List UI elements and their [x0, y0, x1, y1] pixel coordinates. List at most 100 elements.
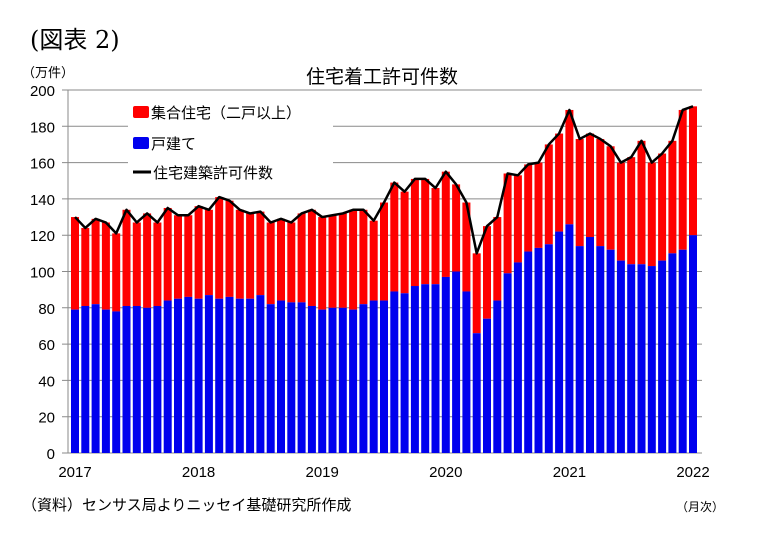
y-tick-label: 120 [30, 228, 55, 245]
bar-single-family [235, 298, 244, 453]
legend-label-multi-family: 集合住宅（二戸以上） [151, 104, 301, 122]
bar-single-family [616, 260, 625, 453]
bar-single-family [503, 273, 512, 453]
bar-multi-family [534, 162, 543, 248]
bar-single-family [297, 302, 306, 453]
bar-multi-family [338, 213, 347, 308]
y-tick-label: 40 [38, 373, 55, 390]
bar-multi-family [513, 175, 522, 263]
bar-multi-family [400, 191, 409, 294]
bar-multi-family [174, 215, 182, 299]
bar-multi-family [586, 133, 594, 238]
bar-single-family [287, 302, 296, 453]
bar-single-family [122, 305, 131, 453]
bar-multi-family [266, 222, 275, 305]
bar-multi-family [215, 197, 224, 299]
y-tick-label: 100 [30, 265, 55, 282]
bar-multi-family [184, 215, 193, 297]
chart-title: 住宅着工許可件数 [305, 66, 458, 88]
bar-multi-family [689, 106, 697, 236]
x-tick-label: 2020 [429, 464, 462, 481]
bar-multi-family [204, 209, 213, 296]
bar-single-family [534, 247, 543, 453]
bar-single-family [637, 264, 646, 453]
bar-single-family [689, 235, 697, 453]
bar-multi-family [596, 139, 605, 247]
bar-single-family [586, 237, 594, 453]
bar-single-family [163, 300, 172, 453]
bar-multi-family [256, 211, 265, 296]
bar-single-family [627, 264, 636, 453]
y-tick-label: 60 [38, 337, 55, 354]
bar-single-family [452, 271, 461, 453]
bar-single-family [421, 284, 430, 453]
bar-single-family [338, 307, 347, 453]
line-total-permits [74, 105, 694, 255]
bar-single-family [101, 309, 110, 453]
bar-single-family [410, 286, 419, 453]
bar-single-family [349, 309, 358, 453]
y-tick-label: 20 [38, 410, 55, 427]
bar-multi-family [441, 171, 450, 277]
bar-single-family [493, 300, 502, 453]
bar-multi-family [91, 218, 100, 305]
bar-multi-family [328, 215, 337, 308]
bar-single-family [318, 309, 327, 453]
bar-multi-family [431, 188, 440, 285]
bar-single-family [647, 266, 656, 453]
bar-multi-family [565, 109, 574, 225]
y-tick-label: 160 [30, 156, 55, 173]
bar-multi-family [318, 217, 327, 310]
bar-single-family [91, 304, 100, 453]
figure-label: (図表 2) [30, 26, 120, 54]
bar-multi-family [287, 222, 296, 303]
bar-single-family [678, 249, 687, 453]
x-tick-label: 2018 [182, 464, 215, 481]
bar-multi-family [225, 200, 234, 297]
bar-single-family [132, 305, 141, 453]
bar-multi-family [462, 202, 471, 292]
bar-single-family [256, 295, 265, 453]
bar-single-family [307, 305, 316, 453]
bar-multi-family [658, 153, 667, 261]
bar-multi-family [606, 146, 615, 250]
bar-single-family [441, 276, 450, 453]
bar-single-family [215, 298, 224, 453]
y-tick-label: 0 [47, 446, 55, 463]
bar-single-family [204, 295, 213, 453]
bar-multi-family [678, 109, 687, 250]
bar-single-family [596, 246, 605, 453]
bar-single-family [606, 249, 615, 453]
bar-multi-family [616, 162, 625, 261]
bar-multi-family [380, 202, 388, 301]
bar-single-family [668, 253, 677, 453]
legend-swatch-single-family [133, 137, 149, 149]
bar-multi-family [637, 140, 646, 265]
bar-single-family [112, 311, 121, 453]
bar-multi-family [143, 213, 152, 308]
x-tick-label: 2021 [553, 464, 586, 481]
bar-multi-family [555, 133, 564, 232]
bar-multi-family [575, 139, 584, 247]
source-note: （資料）センサス局よりニッセイ基礎研究所作成 [22, 496, 352, 514]
bar-single-family [544, 244, 553, 453]
bar-multi-family [421, 178, 430, 285]
bar-multi-family [246, 213, 255, 299]
bar-single-family [266, 304, 275, 453]
y-tick-label: 200 [30, 83, 55, 100]
bar-single-family [658, 260, 667, 453]
y-tick-label: 80 [38, 301, 55, 318]
bar-multi-family [132, 222, 141, 306]
bar-single-family [359, 304, 368, 453]
bar-multi-family [493, 217, 502, 301]
bar-multi-family [668, 140, 677, 254]
bar-multi-family [307, 209, 316, 306]
bar-single-family [246, 298, 255, 453]
bar-single-family [194, 298, 203, 453]
x-tick-label: 2022 [676, 464, 709, 481]
bar-single-family [225, 296, 234, 453]
bar-single-family [524, 251, 533, 453]
bar-single-family [328, 307, 337, 453]
bar-multi-family [297, 213, 306, 303]
